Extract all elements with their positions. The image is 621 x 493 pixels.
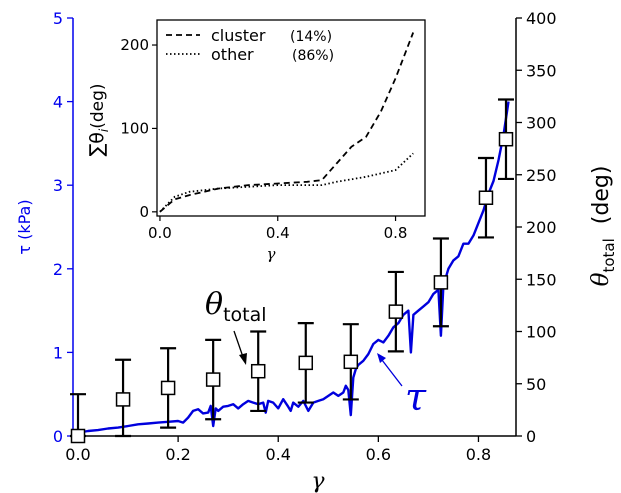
x-tick-label: 0.8 [466,445,491,464]
y-right-tick-label: 0 [526,427,536,446]
y-left-tick-label: 5 [53,9,63,28]
theta-point [432,237,449,328]
theta-point [297,322,314,404]
legend-cluster-label: cluster [211,26,266,45]
theta-marker [70,428,86,444]
theta-point [160,347,177,429]
inset-x-label: γ [267,245,276,263]
inset-x-ticks: 0.0 0.4 0.8 [148,216,407,242]
y-left-tick-label: 4 [53,93,63,112]
svg-text:∑θi(deg): ∑θi(deg) [86,83,111,156]
y-right-label-unit: (deg) [589,166,614,225]
y-right-tick-label: 100 [526,323,557,342]
inset-y-tick-label: 0 [139,203,149,221]
theta-point [477,156,494,239]
inset-y-label: ∑θi(deg) [86,83,111,156]
theta-point [70,393,87,444]
y-right-tick-label: 400 [526,9,557,28]
theta-point [250,330,267,413]
theta-annotation-arrowhead [239,353,247,365]
y-left-axis-label: τ (kPa) [15,199,34,254]
tau-annotation: τ [377,353,427,419]
theta-marker [205,372,221,387]
theta-annotation-arrow [233,330,244,358]
theta-annotation-sub: total [223,304,266,326]
y-right-tick-label: 200 [526,218,557,237]
x-ticks: 0.0 0.2 0.4 0.6 0.8 [65,436,491,464]
inset-y-ticks: 0 100 200 [120,36,157,221]
y-right-tick-label: 300 [526,114,557,133]
inset-y-tick-label: 100 [120,119,149,137]
tau-line [77,101,510,434]
tau-annotation-arrow [381,359,403,387]
theta-marker [478,190,494,205]
legend-other-pct: (86%) [292,48,334,64]
x-tick-label: 0.2 [165,445,190,464]
y-left-tick-label: 3 [53,176,63,195]
theta-annotation: θtotal [205,287,267,365]
y-right-tick-label: 50 [526,375,546,394]
theta-point [205,338,222,421]
y-right-ticks: 0 50 100 150 200 250 300 350 400 [516,9,557,446]
svg-text:θtotal(deg): θtotal (deg) [588,166,618,287]
x-axis-label: γ [311,469,325,493]
inset-frame [156,19,426,217]
theta-marker [250,363,266,379]
y-left-tick-label: 1 [53,343,63,362]
theta-point [342,323,359,401]
inset-plot: 0.0 0.4 0.8 0 100 200 γ ∑θi(deg) cluster (14… [86,19,426,263]
x-tick-label: 0.4 [266,445,291,464]
y-left-tick-label: 0 [53,427,63,446]
inset-line-cluster [159,32,415,213]
theta-marker [298,355,314,371]
theta-series [70,98,514,444]
tau-series [77,101,510,434]
inset-y-label-sub: i [97,128,111,132]
y-right-label-sub: total [600,238,618,272]
theta-annotation-main: θ [205,287,223,322]
svg-text:θtotal: θtotal [205,287,267,326]
y-right-tick-label: 150 [526,270,557,289]
theta-point [497,98,514,181]
inset-legend: cluster (14%) other (86%) [166,26,334,64]
y-left-tick-label: 2 [53,260,63,279]
theta-marker [115,392,131,407]
inset-y-label-main: ∑θ [86,132,108,156]
theta-marker [388,304,404,319]
theta-marker [160,380,176,396]
inset-series [159,32,415,213]
inset-x-tick-label: 0.8 [384,224,408,242]
y-right-tick-label: 250 [526,166,557,185]
tau-annotation-arrowhead [377,353,386,363]
theta-marker [498,131,514,147]
main-plot: 0.0 0.2 0.4 0.6 0.8 0 1 2 3 4 5 0 50 100 150 200 250 30… [15,9,618,493]
legend-cluster-pct: (14%) [290,29,332,45]
legend-other-label: other [211,45,254,64]
theta-marker [343,354,359,370]
inset-x-tick-label: 0.4 [266,224,290,242]
y-right-tick-label: 350 [526,61,557,80]
x-tick-label: 0.0 [65,445,90,464]
tau-annotation-text: τ [405,375,427,419]
x-tick-label: 0.6 [366,445,391,464]
theta-marker [433,275,449,290]
inset-y-label-unit: (deg) [88,83,108,128]
inset-x-tick-label: 0.0 [148,224,172,242]
y-right-label-main: θ [588,272,614,286]
inset-y-tick-label: 200 [120,36,149,54]
theta-point [387,270,404,353]
y-left-ticks: 0 1 2 3 4 5 [53,9,73,446]
y-right-axis-label: θtotal (deg) [588,166,618,287]
theta-point [115,358,132,438]
